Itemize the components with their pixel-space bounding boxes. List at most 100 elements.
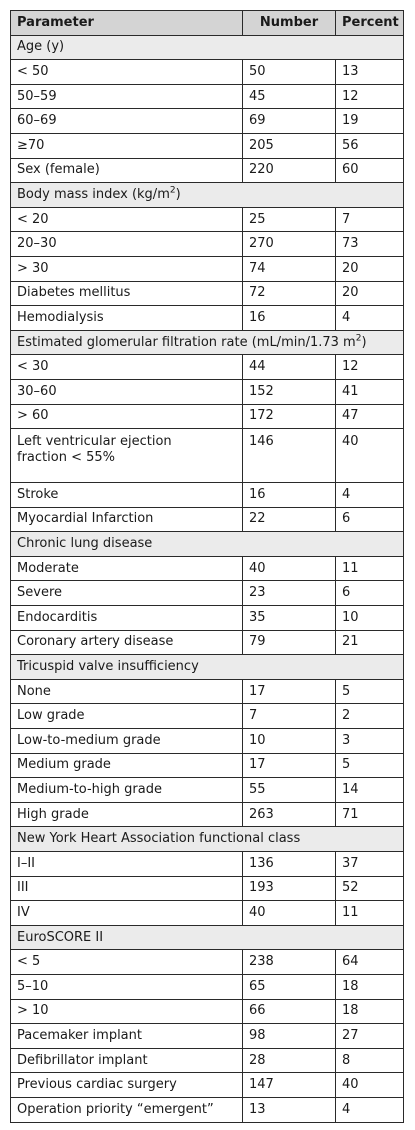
parameter-cell: Moderate bbox=[10, 555, 243, 582]
number-cell: 146 bbox=[242, 428, 336, 484]
parameter-cell: Sex (female) bbox=[10, 157, 243, 184]
table-row: Left ventricular ejection fraction < 55% 1… bbox=[10, 428, 404, 484]
sub-row: None 17 5 bbox=[10, 678, 404, 705]
percent-cell: 40 bbox=[335, 1072, 404, 1098]
parameter-label: III bbox=[17, 880, 29, 896]
number-cell: 136 bbox=[242, 851, 336, 877]
parameter-cell: IV bbox=[10, 900, 243, 926]
sub-row: High grade 263 71 bbox=[10, 801, 404, 828]
parameter-label: Previous cardiac surgery bbox=[17, 1077, 177, 1093]
number-cell: 28 bbox=[242, 1047, 336, 1074]
parameter-cell: Endocarditis bbox=[10, 605, 243, 631]
number-cell: 40 bbox=[242, 555, 336, 582]
section-label-suffix: ) bbox=[175, 186, 181, 202]
section-label: Body mass index (kg/m2) bbox=[10, 182, 404, 208]
percent-cell: 21 bbox=[335, 629, 404, 656]
section-label-text: EuroSCORE II bbox=[17, 929, 104, 945]
number-cell: 35 bbox=[242, 605, 336, 631]
parameter-label: Endocarditis bbox=[17, 609, 98, 625]
number-cell: 17 bbox=[242, 678, 336, 705]
table-row: Endocarditis 35 10 bbox=[10, 605, 404, 631]
sub-row: Low-to-medium grade 10 3 bbox=[10, 728, 404, 754]
sub-row: Moderate 40 11 bbox=[10, 555, 404, 582]
sub-row: I–II 136 37 bbox=[10, 851, 404, 877]
number-cell: 74 bbox=[242, 255, 336, 282]
percent-cell: 4 bbox=[335, 305, 404, 331]
header-percent: Percent bbox=[335, 10, 404, 36]
percent-cell: 10 bbox=[335, 605, 404, 631]
percent-cell: 6 bbox=[335, 580, 404, 607]
percent-cell: 5 bbox=[335, 678, 404, 705]
percent-cell: 13 bbox=[335, 59, 404, 85]
sub-row: < 20 25 7 bbox=[10, 206, 404, 233]
parameter-label: < 30 bbox=[17, 359, 49, 375]
section-row: Estimated glomerular filtration rate (mL… bbox=[10, 329, 404, 356]
parameter-cell: 50–59 bbox=[10, 83, 243, 110]
parameter-cell: Pacemaker implant bbox=[10, 1023, 243, 1049]
percent-cell: 52 bbox=[335, 875, 404, 902]
percent-cell: 3 bbox=[335, 728, 404, 754]
table-row: Pacemaker implant 98 27 bbox=[10, 1023, 404, 1049]
section-row: New York Heart Association functional cl… bbox=[10, 826, 404, 852]
number-cell: 238 bbox=[242, 949, 336, 975]
parameter-label: < 5 bbox=[17, 954, 41, 970]
percent-cell: 47 bbox=[335, 403, 404, 430]
sub-row: ≥70 205 56 bbox=[10, 132, 404, 159]
parameter-label: IV bbox=[17, 904, 30, 920]
parameter-label: Stroke bbox=[17, 486, 59, 502]
section-row: EuroSCORE II bbox=[10, 924, 404, 951]
parameter-cell: > 60 bbox=[10, 403, 243, 430]
parameter-label: Medium-to-high grade bbox=[17, 782, 162, 798]
parameter-cell: ≥70 bbox=[10, 132, 243, 159]
section-label-text: Chronic lung disease bbox=[17, 536, 153, 552]
number-cell: 55 bbox=[242, 777, 336, 803]
table-container: Parameter Number Percent Age (y) < 50 50 13… bbox=[10, 10, 404, 1123]
section-label: EuroSCORE II bbox=[10, 924, 404, 951]
section-label-suffix: ) bbox=[361, 334, 367, 350]
parameter-label: Moderate bbox=[17, 560, 79, 576]
table-row: Hemodialysis 16 4 bbox=[10, 305, 404, 331]
parameter-label: Low grade bbox=[17, 708, 85, 724]
number-cell: 69 bbox=[242, 108, 336, 134]
percent-cell: 73 bbox=[335, 231, 404, 257]
number-cell: 44 bbox=[242, 354, 336, 380]
section-label-text: Estimated glomerular filtration rate (mL… bbox=[17, 334, 356, 350]
percent-cell: 6 bbox=[335, 506, 404, 533]
parameter-label: Left ventricular ejection bbox=[17, 434, 172, 450]
parameter-cell: Defibrillator implant bbox=[10, 1047, 243, 1074]
section-label: Tricuspid valve insufficiency bbox=[10, 654, 404, 680]
number-cell: 16 bbox=[242, 305, 336, 331]
parameter-label: Low-to-medium grade bbox=[17, 732, 161, 748]
section-row: Age (y) bbox=[10, 34, 404, 61]
section-label-text: Tricuspid valve insufficiency bbox=[17, 659, 199, 675]
percent-cell: 60 bbox=[335, 157, 404, 184]
parameter-cell: Hemodialysis bbox=[10, 305, 243, 331]
parameter-label: Sex (female) bbox=[17, 162, 100, 178]
header-row: Parameter Number Percent bbox=[10, 10, 404, 36]
number-cell: 152 bbox=[242, 378, 336, 405]
parameter-cell: Coronary artery disease bbox=[10, 629, 243, 656]
section-label-text: Body mass index (kg/m bbox=[17, 186, 170, 202]
number-cell: 10 bbox=[242, 728, 336, 754]
parameter-label: I–II bbox=[17, 855, 36, 871]
number-cell: 65 bbox=[242, 973, 336, 1000]
number-cell: 220 bbox=[242, 157, 336, 184]
number-cell: 270 bbox=[242, 231, 336, 257]
parameter-cell: Low-to-medium grade bbox=[10, 728, 243, 754]
parameter-cell: Medium-to-high grade bbox=[10, 777, 243, 803]
number-cell: 72 bbox=[242, 280, 336, 307]
percent-cell: 18 bbox=[335, 973, 404, 1000]
sub-row: > 30 74 20 bbox=[10, 255, 404, 282]
percent-cell: 37 bbox=[335, 851, 404, 877]
percent-cell: 19 bbox=[335, 108, 404, 134]
table-row: Coronary artery disease 79 21 bbox=[10, 629, 404, 656]
number-cell: 22 bbox=[242, 506, 336, 533]
parameter-label: 20–30 bbox=[17, 236, 57, 252]
section-label: Estimated glomerular filtration rate (mL… bbox=[10, 329, 404, 356]
parameter-cell: Left ventricular ejection fraction < 55% bbox=[10, 428, 243, 484]
sub-row: III 193 52 bbox=[10, 875, 404, 902]
parameter-cell: 5–10 bbox=[10, 973, 243, 1000]
number-cell: 172 bbox=[242, 403, 336, 430]
parameter-label: Operation priority “emergent” bbox=[17, 1101, 214, 1117]
percent-cell: 18 bbox=[335, 998, 404, 1025]
